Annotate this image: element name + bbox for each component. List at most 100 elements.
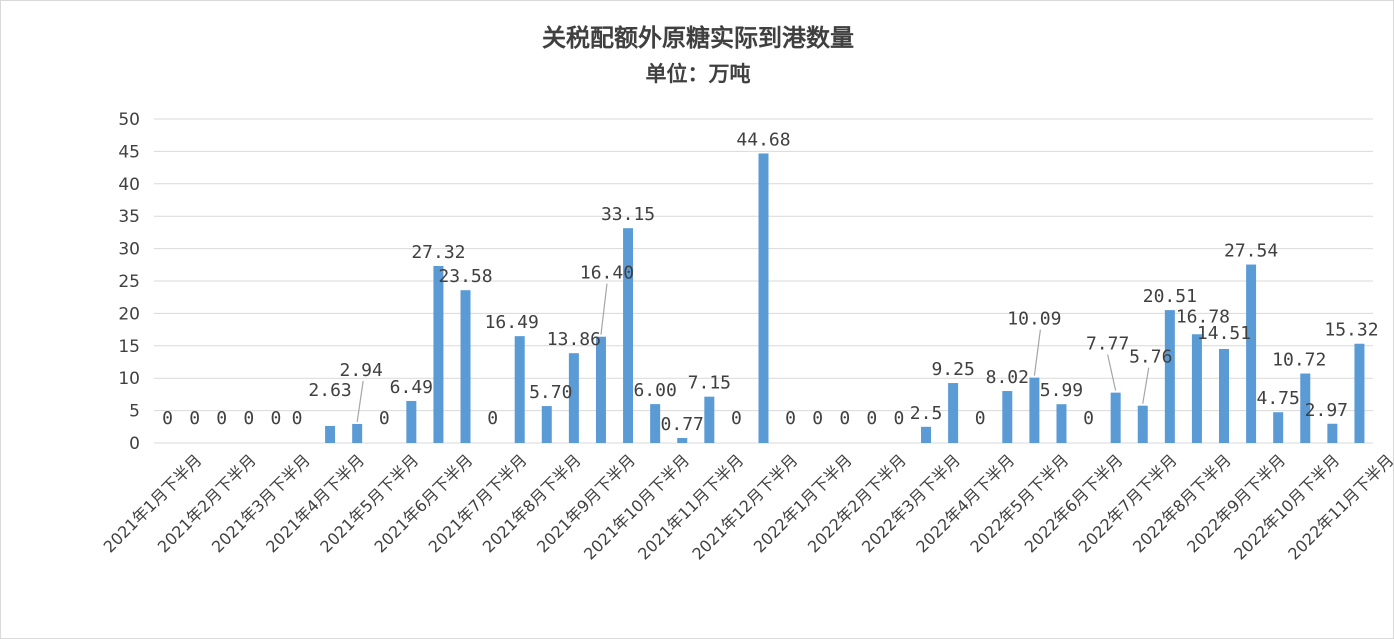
y-tick-label: 50 <box>118 110 140 130</box>
data-labels: 0 0 0 0 0 02.632.9406.4927.3223.58016.495.701… <box>162 129 1378 435</box>
bar <box>948 383 959 443</box>
data-label: 13.86 <box>547 329 601 350</box>
data-label: 4.75 <box>1257 388 1300 409</box>
y-tick-label: 30 <box>118 240 140 260</box>
data-label: 0.77 <box>661 414 704 435</box>
bar <box>1110 392 1121 443</box>
x-tick-label: 2021年5月下半月 <box>316 450 422 556</box>
data-label: 9.25 <box>931 359 974 380</box>
bar <box>460 290 471 443</box>
bar <box>406 400 417 443</box>
data-label: 6.00 <box>633 380 676 401</box>
x-tick-label: 2022年8月下半月 <box>1129 450 1235 556</box>
bar <box>352 423 363 443</box>
data-label: 0 <box>162 408 173 429</box>
bar <box>650 404 661 443</box>
x-tick-label: 2021年3月下半月 <box>208 450 314 556</box>
bar <box>1246 264 1257 443</box>
bar <box>623 228 634 443</box>
x-tick-label: 2022年2月下半月 <box>804 450 910 556</box>
bar <box>1273 412 1284 443</box>
y-axis-ticks: 0 5 10 15 20 25 30 35 40 45 50 <box>118 110 140 454</box>
data-label: 0 <box>785 408 796 429</box>
data-label: 27.32 <box>411 242 465 263</box>
bar <box>1029 377 1040 443</box>
data-label: 0 <box>270 408 281 429</box>
data-label: 2.63 <box>308 380 351 401</box>
data-label: 0 <box>487 408 498 429</box>
x-tick-label: 2022年1月下半月 <box>750 450 856 556</box>
bars <box>325 153 1365 443</box>
bar <box>1327 423 1338 443</box>
data-label: 10.72 <box>1272 350 1326 371</box>
bar <box>677 438 688 443</box>
data-label: 0 <box>189 408 200 429</box>
data-label: 0 <box>975 408 986 429</box>
data-label: 0 <box>216 408 227 429</box>
data-label: 33.15 <box>601 204 655 225</box>
bar <box>514 336 525 443</box>
data-label: 20.51 <box>1143 286 1197 307</box>
data-label: 5.76 <box>1129 347 1172 368</box>
data-label: 2.94 <box>339 360 382 381</box>
x-tick-label: 2021年7月下半月 <box>425 450 531 556</box>
bar <box>1354 343 1365 443</box>
y-tick-label: 40 <box>118 175 140 195</box>
bar <box>1002 391 1013 443</box>
data-label: 6.49 <box>390 377 433 398</box>
data-label: 0 <box>292 408 303 429</box>
x-tick-label: 2022年4月下半月 <box>912 450 1018 556</box>
data-label: 0 <box>839 408 850 429</box>
bar <box>568 353 579 443</box>
bar <box>1056 404 1067 443</box>
leader-lines <box>356 283 1150 423</box>
y-tick-label: 10 <box>118 369 140 389</box>
x-tick-label: 2022年9月下半月 <box>1183 450 1289 556</box>
x-tick-label: 2021年4月下半月 <box>262 450 368 556</box>
x-tick-label: 2022年6月下半月 <box>1021 450 1127 556</box>
chart-title: 关税配额外原糖实际到港数量 <box>542 24 854 52</box>
bar <box>1164 310 1175 443</box>
y-tick-label: 35 <box>118 207 140 227</box>
data-label: 16.49 <box>485 312 539 333</box>
x-tick-label: 2021年6月下半月 <box>370 450 476 556</box>
data-label: 2.97 <box>1305 400 1348 421</box>
y-tick-label: 0 <box>129 434 140 454</box>
bar <box>1191 334 1202 443</box>
bar <box>921 426 932 443</box>
y-tick-label: 45 <box>118 142 140 162</box>
data-label: 14.51 <box>1197 323 1251 344</box>
data-label: 8.02 <box>986 367 1029 388</box>
data-label: 0 <box>812 408 823 429</box>
x-tick-label: 2022年3月下半月 <box>858 450 964 556</box>
bar <box>433 265 444 443</box>
data-label: 0 <box>894 408 905 429</box>
data-label: 0 <box>379 408 390 429</box>
data-label: 16.78 <box>1176 306 1230 327</box>
x-tick-label: 2021年9月下半月 <box>533 450 639 556</box>
y-tick-label: 15 <box>118 337 140 357</box>
leader-line <box>600 283 608 335</box>
data-label: 5.99 <box>1040 380 1083 401</box>
x-tick-label: 2022年5月下半月 <box>966 450 1072 556</box>
data-label: 16.40 <box>580 263 634 284</box>
bar <box>1219 348 1230 443</box>
leader-line <box>1107 354 1117 391</box>
data-label: 5.70 <box>529 382 572 403</box>
leader-line <box>1033 329 1041 376</box>
y-tick-label: 25 <box>118 272 140 292</box>
data-label: 44.68 <box>736 129 790 150</box>
data-label: 10.09 <box>1007 309 1061 330</box>
x-tick-label: 2021年8月下半月 <box>479 450 585 556</box>
x-tick-label: 2022年7月下半月 <box>1075 450 1181 556</box>
data-label: 7.15 <box>688 373 731 394</box>
chart-subtitle: 单位：万吨 <box>646 62 751 86</box>
bar <box>595 336 606 443</box>
x-tick-label: 2021年1月下半月 <box>100 450 206 556</box>
leader-line <box>356 380 364 423</box>
data-label: 7.77 <box>1086 334 1129 355</box>
data-label: 0 <box>1083 408 1094 429</box>
data-label: 0 <box>731 408 742 429</box>
